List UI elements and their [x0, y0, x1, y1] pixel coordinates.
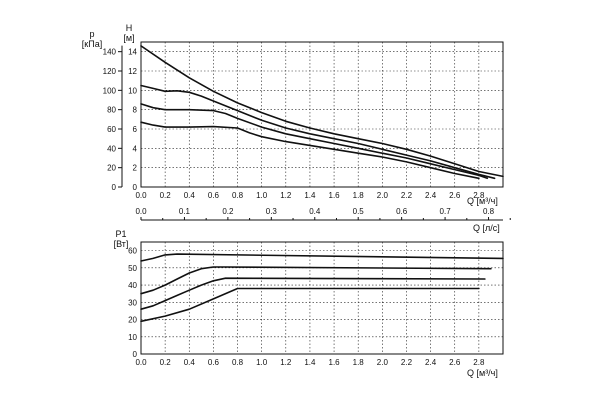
head-x-tick-label: 2.4 [425, 191, 437, 200]
head-y-tick-label: 2 [133, 164, 138, 173]
power-chart: 0.0 0.2 0.4 0.6 0.8 1.0 1.2 1.4 1.6 1.8 2.0 2.2 2.4 2… [114, 207, 511, 378]
pressure-y-tick-label: 80 [107, 106, 116, 115]
head-chart: 0.0 0.2 0.4 0.6 0.8 1.0 1.2 1.4 1.6 1.8 2.0 2.2 2.4 2… [82, 23, 504, 206]
power-y-tick-label: 10 [128, 333, 137, 342]
pressure-y-tick-label: 20 [107, 164, 116, 173]
head-x-tick-label: 1.4 [304, 191, 316, 200]
head-x-axis-label: Q [м³/ч] [467, 196, 498, 206]
flow-ls-axis-label: Q [л/с] [473, 223, 500, 233]
head-plot-frame [140, 41, 504, 188]
power-x-tick-label: 2.0 [377, 358, 389, 367]
head-x-tick-label: 2.2 [401, 191, 413, 200]
pressure-y-axis-unit: [кПа] [82, 39, 102, 49]
power-curve [140, 287, 480, 323]
power-x-tick-label: 1.8 [353, 358, 365, 367]
power-y-tick-label: 50 [128, 264, 137, 273]
power-x-tick-label: 0.6 [208, 358, 220, 367]
head-x-tick-label: 0.6 [208, 191, 220, 200]
flow-ls-tick-label: 0.6 [396, 207, 408, 216]
power-curve [140, 253, 504, 262]
pressure-y-axis-label: p [89, 29, 94, 39]
head-curve [140, 45, 504, 178]
power-y-tick-label: 60 [128, 247, 137, 256]
power-y-tick-label: 30 [128, 298, 137, 307]
power-x-tick-label: 0.4 [184, 358, 196, 367]
head-y-axis-label: H [126, 23, 133, 33]
power-plot-frame [140, 241, 504, 355]
head-x-tick-label: 0.0 [135, 191, 147, 200]
pressure-y-tick-label: 0 [112, 183, 117, 192]
head-x-tick-label: 0.8 [232, 191, 244, 200]
power-y-tick-label: 20 [128, 316, 137, 325]
power-x-tick-label: 2.6 [449, 358, 461, 367]
pressure-y-tick-label: 120 [103, 67, 117, 76]
flow-ls-tick-label: 0.7 [440, 207, 452, 216]
head-x-tick-label: 2.0 [377, 191, 389, 200]
head-x-tick-label: 1.6 [329, 191, 341, 200]
flow-ls-tick-label: 0.8 [483, 207, 495, 216]
head-y-tick-label: 14 [128, 48, 137, 57]
power-x-tick-label: 0.2 [160, 358, 172, 367]
head-x-tick-label: 0.4 [184, 191, 196, 200]
power-y-tick-label: 40 [128, 281, 137, 290]
power-x-tick-label: 2.4 [425, 358, 437, 367]
pressure-y-tick-label: 100 [103, 86, 117, 95]
flow-ls-tick-label: 0.2 [222, 207, 234, 216]
power-x-tick-label: 1.6 [329, 358, 341, 367]
power-x-tick-label: 0.8 [232, 358, 244, 367]
power-x-tick-label: 0.0 [135, 358, 147, 367]
head-x-tick-label: 1.2 [280, 191, 292, 200]
head-x-tick-label: 0.2 [160, 191, 172, 200]
pressure-y-tick-label: 40 [107, 144, 116, 153]
power-x-tick-label: 2.8 [473, 358, 485, 367]
power-x-tick-label: 1.0 [256, 358, 268, 367]
power-curve [140, 277, 486, 310]
power-x-tick-label: 1.2 [280, 358, 292, 367]
power-curve [140, 266, 492, 295]
pressure-y-tick-label: 140 [103, 48, 117, 57]
power-y-axis-unit: [Вт] [114, 239, 129, 249]
flow-ls-tick-label: 0.0 [135, 207, 147, 216]
power-x-tick-label: 2.2 [401, 358, 413, 367]
head-curve [140, 84, 496, 180]
power-x-tick-label: 1.4 [304, 358, 316, 367]
power-x-axis-label: Q [м³/ч] [467, 368, 498, 378]
head-x-tick-label: 2.6 [449, 191, 461, 200]
head-y-tick-label: 6 [133, 125, 138, 134]
head-x-tick-label: 2.8 [473, 191, 485, 200]
flow-ls-tick-label: 0.4 [309, 207, 321, 216]
flow-ls-tick-label: 0.1 [179, 207, 191, 216]
head-curve [140, 103, 489, 180]
power-y-axis-label: P1 [115, 229, 126, 239]
head-y-tick-label: 12 [128, 67, 137, 76]
head-x-tick-label: 1.0 [256, 191, 268, 200]
head-y-tick-label: 8 [133, 106, 138, 115]
head-curve [140, 121, 480, 180]
head-y-tick-label: 4 [133, 144, 138, 153]
flow-ls-tick-label: 0.5 [353, 207, 365, 216]
head-x-tick-label: 1.8 [353, 191, 365, 200]
flow-ls-tick-label: 0.3 [266, 207, 278, 216]
head-y-tick-label: 0 [133, 183, 138, 192]
pressure-y-tick-label: 60 [107, 125, 116, 134]
head-y-tick-label: 10 [128, 86, 137, 95]
head-y-axis-unit: [м] [123, 33, 134, 43]
power-y-tick-label: 0 [133, 350, 138, 359]
